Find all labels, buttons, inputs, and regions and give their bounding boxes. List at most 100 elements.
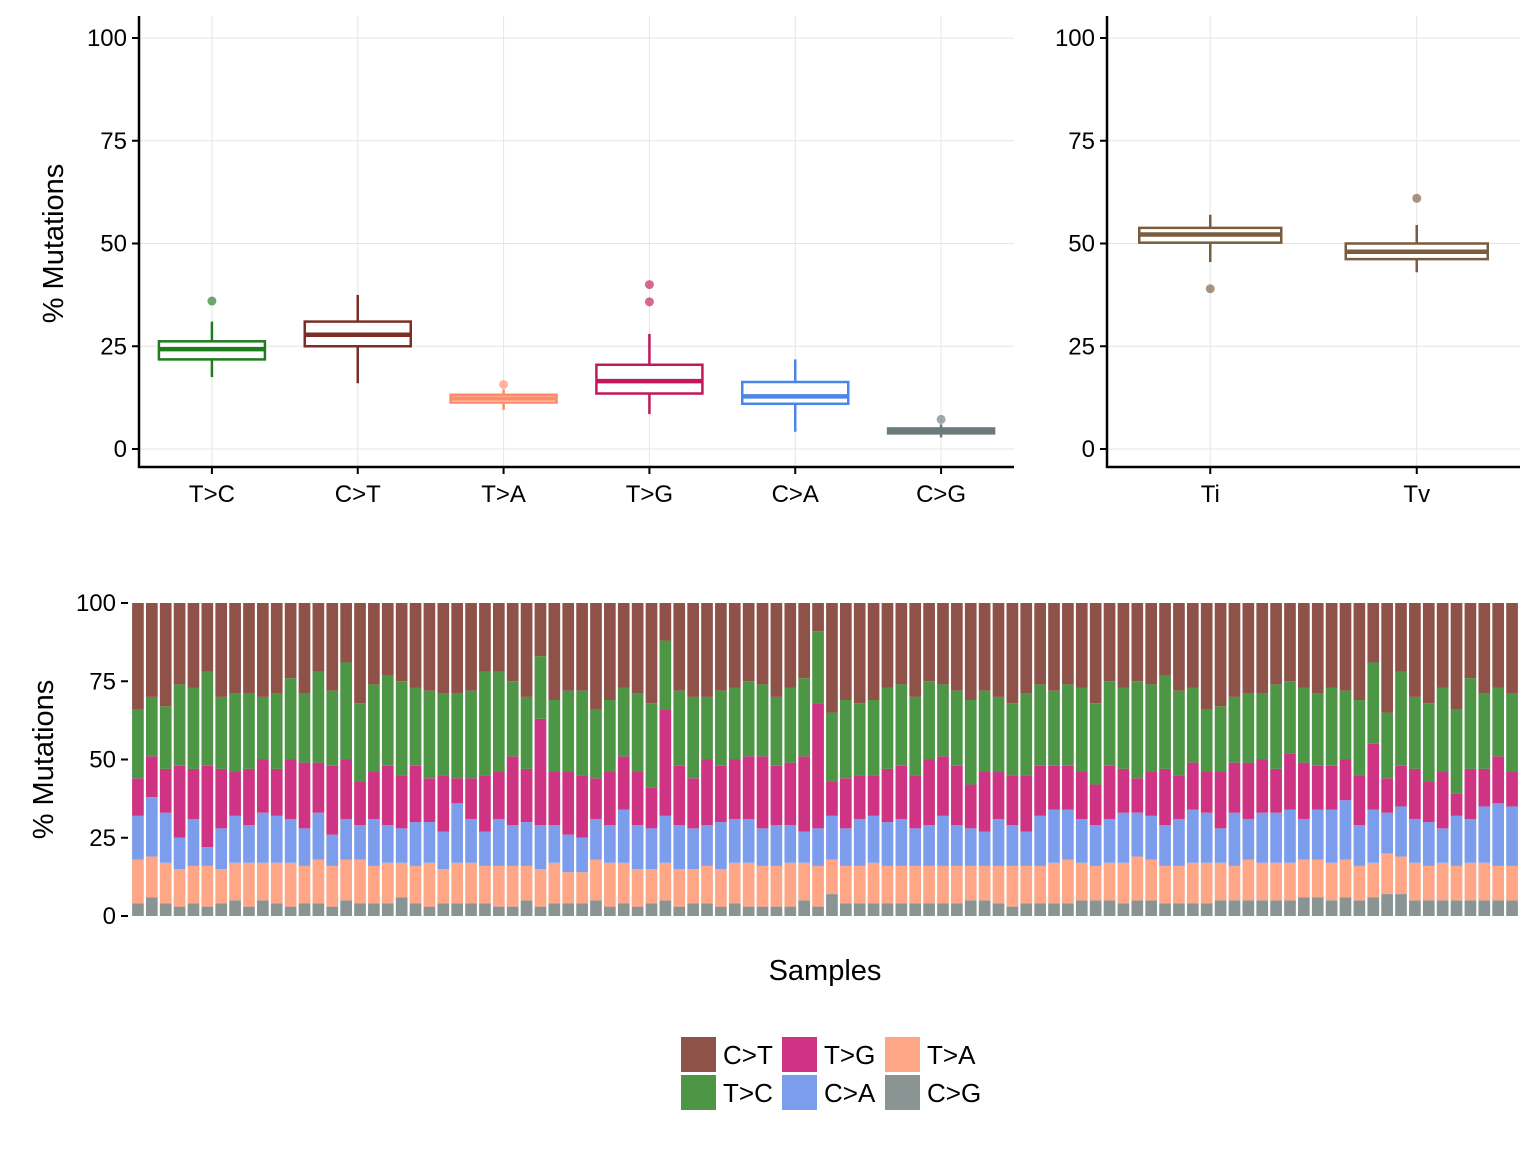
bar-segment	[1117, 603, 1130, 688]
bar-segment	[159, 603, 172, 707]
bar-segment	[1422, 822, 1435, 866]
bar-segment	[243, 603, 255, 694]
bar-segment	[1450, 900, 1463, 916]
bar-segment	[1173, 818, 1185, 866]
y-tick-label: 100	[87, 25, 127, 52]
bar-segment	[1492, 803, 1505, 866]
bar-segment	[437, 869, 450, 904]
bar-segment	[465, 690, 477, 779]
bar-segment	[1242, 818, 1255, 860]
bar-segment	[964, 900, 977, 916]
bar-segment	[1173, 775, 1185, 819]
bar-segment	[964, 828, 977, 866]
sample-bar	[1214, 603, 1227, 916]
bar-segment	[312, 859, 325, 904]
bar-segment	[1159, 903, 1171, 916]
bar-segment	[243, 862, 255, 907]
bar-segment	[145, 897, 158, 916]
bar-segment	[617, 809, 630, 863]
bar-segment	[145, 856, 158, 898]
bar-segment	[576, 775, 588, 838]
sample-bar	[784, 603, 797, 916]
bar-segment	[798, 603, 811, 679]
bar-segment	[326, 906, 339, 916]
bar-segment	[659, 862, 672, 901]
bar-segment	[1173, 865, 1185, 904]
bar-segment	[839, 778, 852, 829]
bar-segment	[381, 765, 394, 826]
bar-segment	[604, 825, 616, 863]
bar-segment	[867, 775, 880, 816]
bar-segment	[270, 815, 283, 863]
bar-segment	[534, 906, 547, 916]
bar-segment	[1159, 674, 1171, 769]
bar-segment	[1270, 862, 1282, 901]
bar-segment	[1075, 818, 1088, 863]
bar-segment	[673, 906, 686, 916]
bar-segment	[1450, 603, 1463, 710]
bar-segment	[909, 696, 922, 776]
bar-segment	[1395, 765, 1407, 807]
bar-segment	[839, 603, 852, 701]
bar-segment	[937, 603, 949, 685]
sample-bar	[368, 603, 380, 916]
bar-segment	[562, 603, 575, 691]
sample-bar	[1450, 603, 1463, 916]
legend-swatch	[681, 1075, 716, 1110]
bar-segment	[1020, 603, 1033, 694]
bar-segment	[243, 693, 255, 769]
bar-segment	[215, 768, 228, 829]
sample-bar	[1145, 603, 1158, 916]
sample-bar	[312, 603, 325, 916]
bar-segment	[923, 603, 935, 682]
bar-segment	[701, 825, 713, 866]
bar-segment	[1298, 818, 1310, 860]
bar-segment	[1075, 603, 1088, 688]
bar-segment	[715, 906, 727, 916]
bar-segment	[270, 603, 283, 694]
bar-segment	[895, 765, 908, 819]
y-tick-label: 25	[89, 825, 116, 852]
bar-segment	[1409, 768, 1421, 819]
bar-segment	[229, 900, 241, 916]
bar-segment	[909, 865, 922, 904]
bar-segment	[1381, 812, 1393, 854]
bar-segment	[1339, 859, 1352, 898]
legend-label: T>G	[824, 1040, 875, 1070]
bar-segment	[853, 865, 866, 904]
bar-segment	[354, 781, 366, 826]
bar-segment	[534, 656, 547, 719]
bar-segment	[978, 831, 991, 866]
bar-segment	[1478, 603, 1491, 694]
bar-segment	[437, 693, 450, 776]
sample-bar	[1103, 603, 1116, 916]
bar-segment	[1270, 603, 1282, 685]
bar-segment	[159, 812, 172, 863]
bar-segment	[604, 772, 616, 826]
bar-segment	[1270, 900, 1282, 916]
bar-segment	[229, 772, 241, 816]
bar-segment	[284, 759, 297, 819]
bar-segment	[1006, 825, 1019, 866]
bar-segment	[132, 859, 144, 904]
bar-segment	[1395, 671, 1407, 766]
bar-segment	[1034, 865, 1046, 904]
bar-segment	[895, 818, 908, 866]
bar-segment	[562, 772, 575, 835]
bar-segment	[798, 756, 811, 832]
bar-segment	[687, 603, 699, 697]
sample-bar	[1353, 603, 1366, 916]
bar-segment	[562, 690, 575, 773]
bar-segment	[1145, 684, 1158, 773]
sample-bar	[132, 603, 144, 916]
bar-segment	[951, 765, 963, 826]
bar-segment	[631, 825, 644, 870]
bar-segment	[312, 812, 325, 860]
bar-segment	[937, 815, 949, 866]
bar-segment	[978, 603, 991, 691]
bar-segment	[1381, 603, 1393, 713]
bar-segment	[451, 803, 464, 863]
bar-segment	[548, 825, 561, 863]
bar-segment	[770, 603, 783, 697]
legend-label: T>C	[723, 1078, 773, 1108]
